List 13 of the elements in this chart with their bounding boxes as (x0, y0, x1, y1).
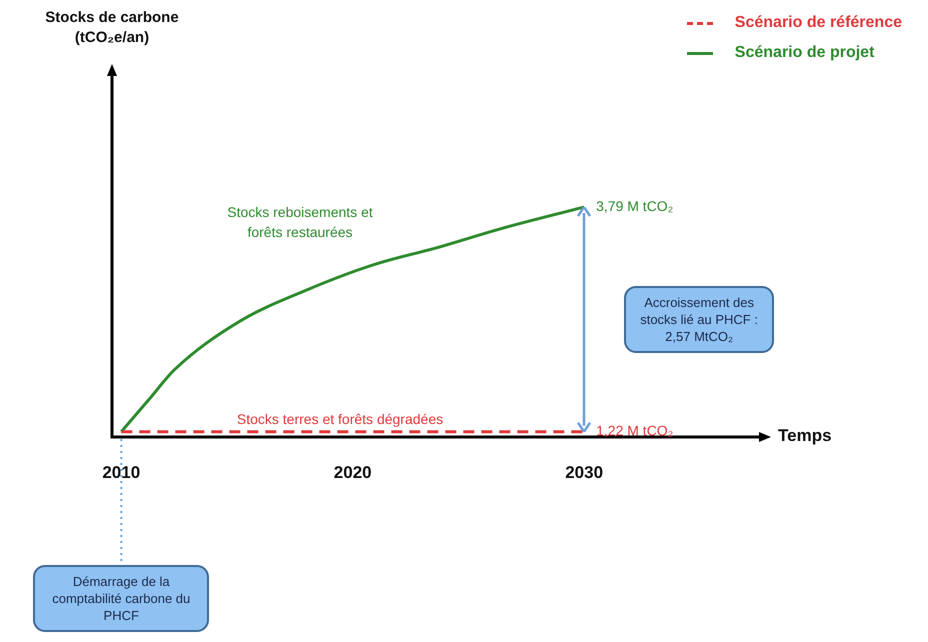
x-tick-label: 2010 (102, 462, 140, 482)
data-label: 1,22 M tCO₂ (596, 422, 674, 439)
ref-line-label: Démarrage de la comptabilité carbone du PHCF (33, 565, 210, 632)
x-axis-title: Temps (778, 426, 832, 446)
x-tick-label: 2030 (565, 462, 604, 482)
x-tick-label: 2020 (334, 462, 372, 482)
legend-label: Scénario de projet (734, 44, 874, 62)
y-axis-title: Stocks de carbone (tCO₂e/an) (44, 8, 180, 48)
annotation: Accroissement des stocks lié au PHCF : 2,57 MtCO₂ (624, 286, 774, 353)
annotation: Stocks terres et forêts dégradées (236, 410, 444, 429)
legend-label: Scénario de référence (734, 14, 902, 32)
data-label: 3,79 M tCO₂ (596, 198, 674, 214)
annotation: Stocks reboisements et forêts restaurées (226, 203, 374, 242)
